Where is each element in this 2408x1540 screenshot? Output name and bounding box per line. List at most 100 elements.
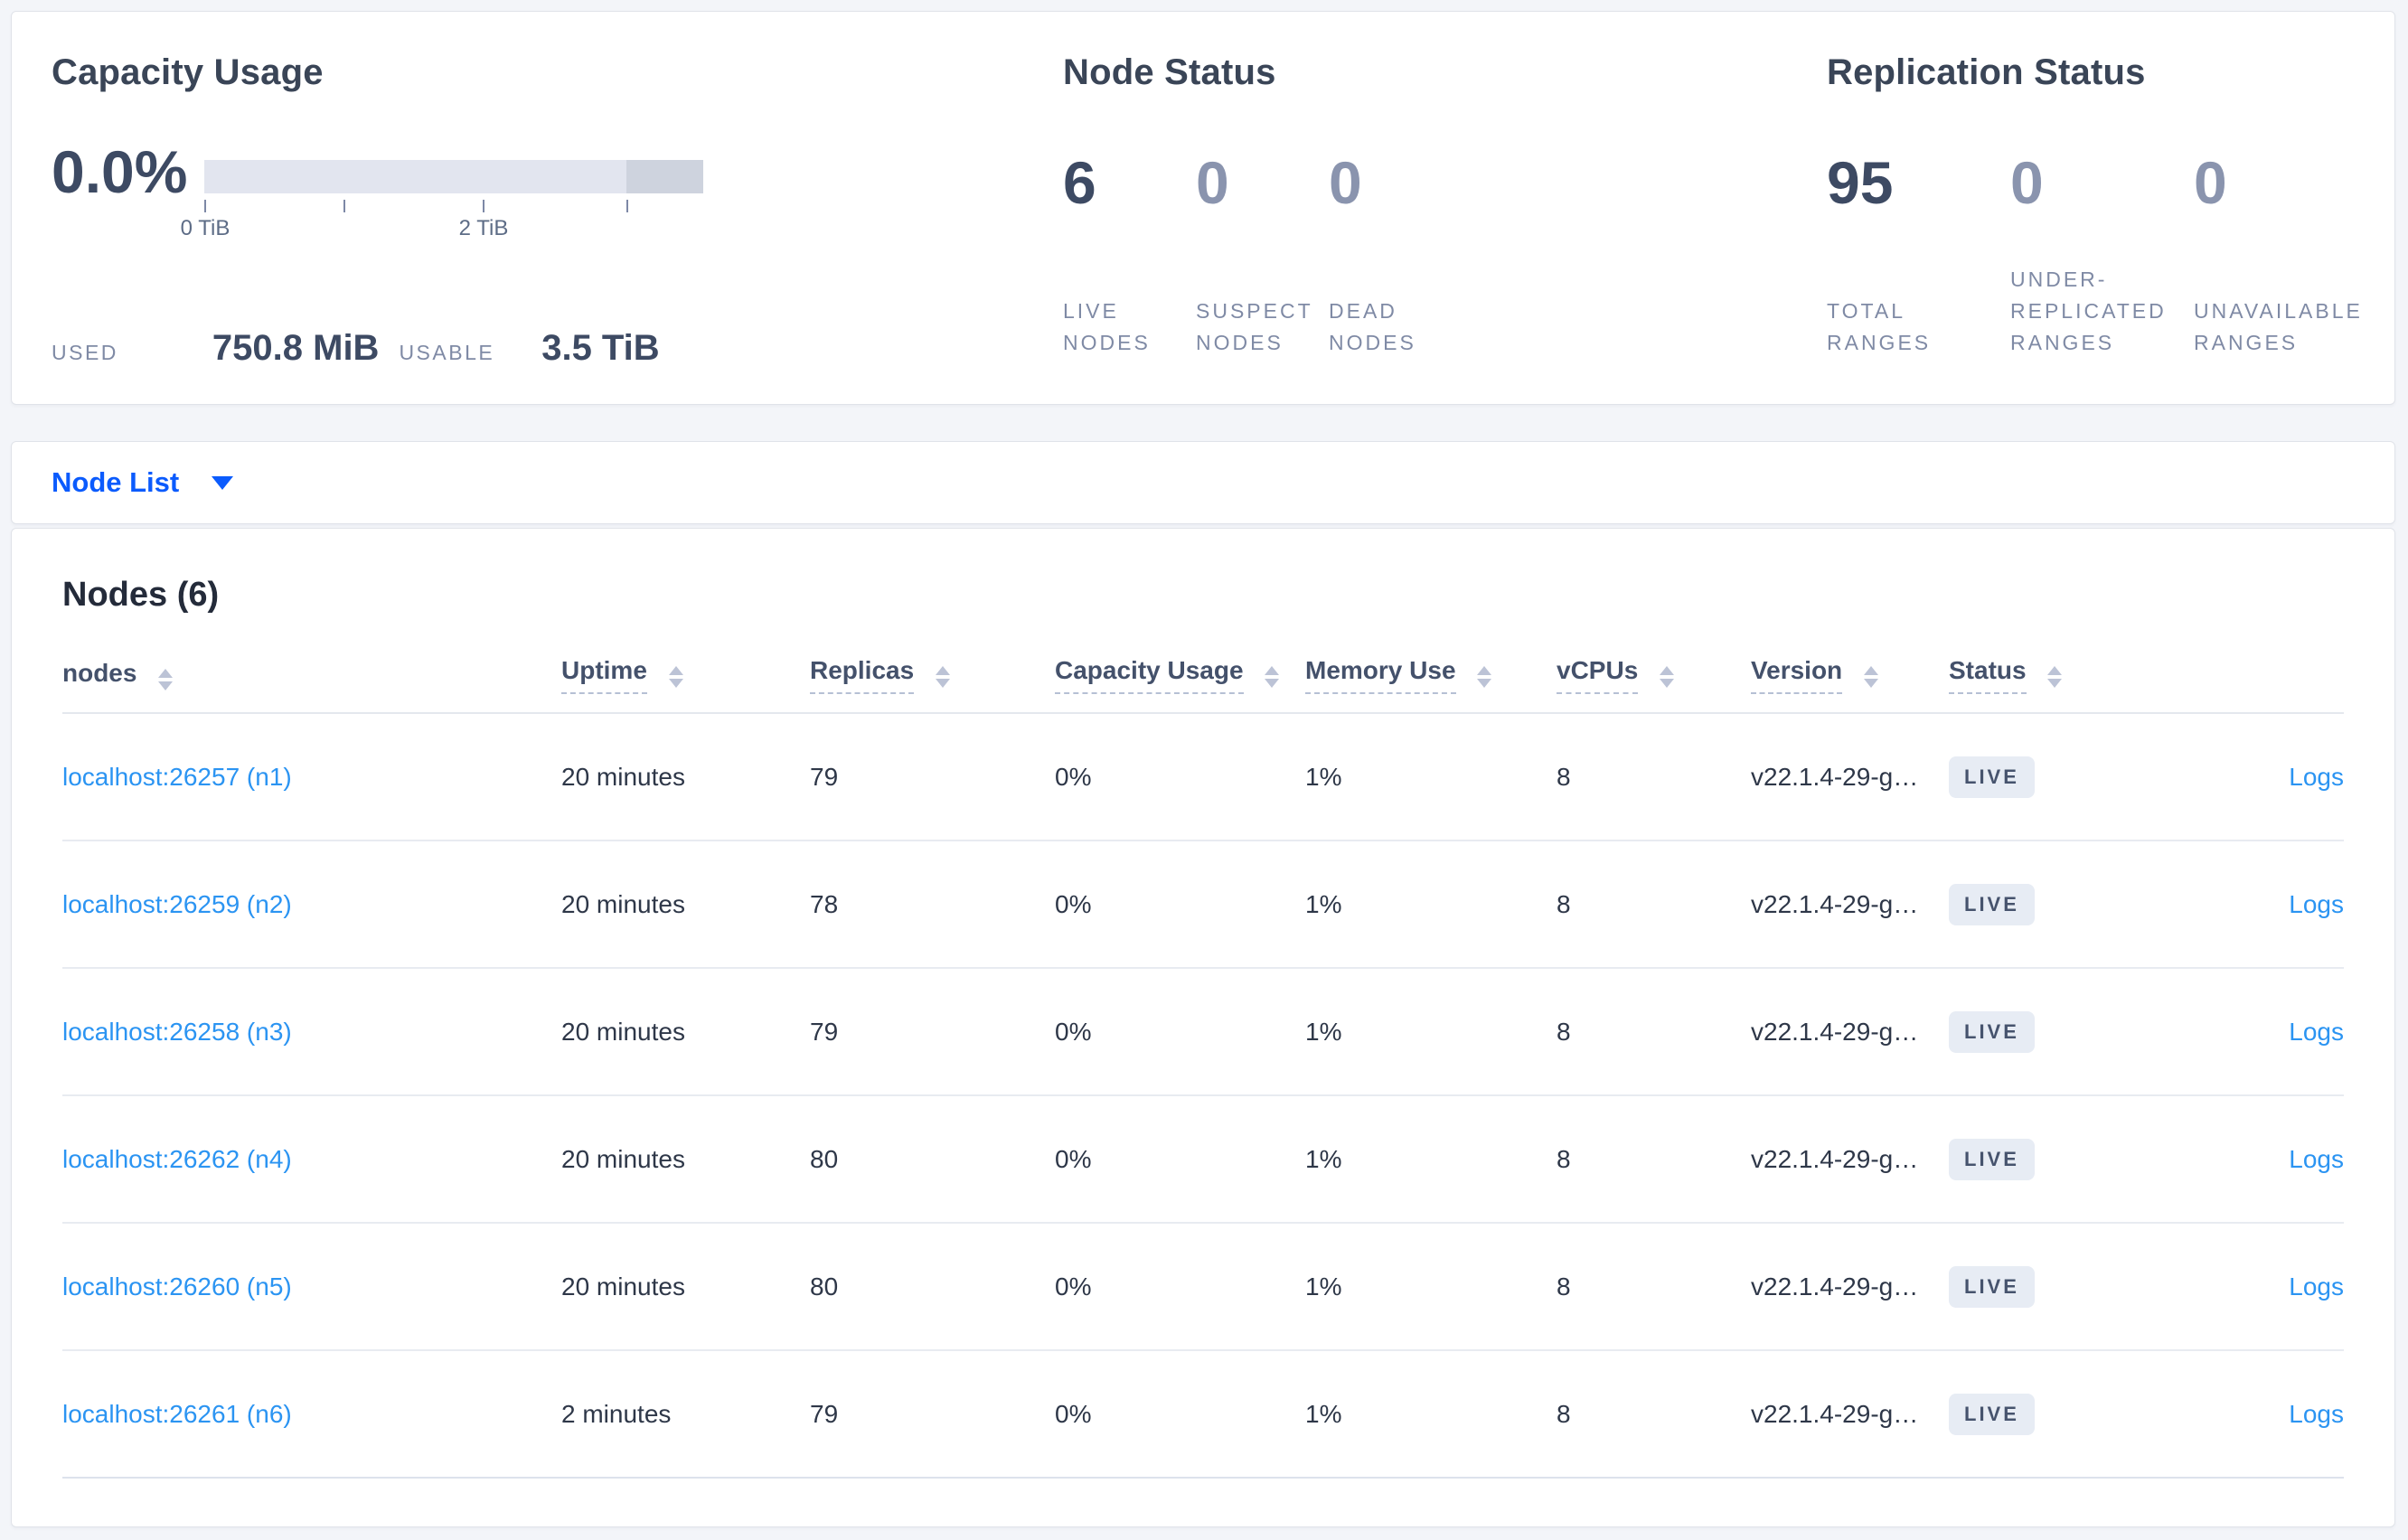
capacity-usage-cell: 0% xyxy=(1055,889,1092,918)
memory-use-cell: 1% xyxy=(1305,1017,1342,1046)
column-header-status[interactable]: Status xyxy=(1949,656,2184,694)
table-row: localhost:26261 (n6) 2 minutes 79 0% 1% … xyxy=(62,1351,2344,1479)
column-header-capacity-usage[interactable]: Capacity Usage xyxy=(1055,656,1305,694)
logs-link[interactable]: Logs xyxy=(2289,1144,2344,1173)
sort-icon xyxy=(2047,666,2063,688)
uptime-cell: 20 minutes xyxy=(561,1017,685,1046)
status-badge: LIVE xyxy=(1949,1138,2035,1180)
uptime-cell: 20 minutes xyxy=(561,889,685,918)
sort-icon xyxy=(668,666,683,688)
version-cell: v22.1.4-29-g… xyxy=(1751,1399,1919,1428)
node-address-link[interactable]: localhost:26261 (n6) xyxy=(62,1399,292,1428)
unavailable-ranges-count: 0 xyxy=(2194,149,2227,216)
uptime-cell: 20 minutes xyxy=(561,1144,685,1173)
column-header-memory-use[interactable]: Memory Use xyxy=(1305,656,1557,694)
replicas-cell: 79 xyxy=(810,1017,839,1046)
logs-link[interactable]: Logs xyxy=(2289,1017,2344,1046)
column-header-vcpus[interactable]: vCPUs xyxy=(1557,656,1751,694)
replicas-cell: 80 xyxy=(810,1144,839,1173)
used-label: USED xyxy=(52,341,118,364)
axis-tick xyxy=(343,200,345,212)
replicas-cell: 79 xyxy=(810,1399,839,1428)
memory-use-cell: 1% xyxy=(1305,1272,1342,1301)
memory-use-cell: 1% xyxy=(1305,762,1342,791)
axis-tick xyxy=(204,200,206,212)
node-status-labels: LIVE NODES SUSPECT NODES DEAD NODES xyxy=(1063,52,1462,359)
axis-tick xyxy=(626,200,628,212)
replication-values: 95 0 0 xyxy=(1827,153,2377,212)
capacity-bar-chart: 0 TiB 2 TiB xyxy=(181,160,703,250)
status-badge: LIVE xyxy=(1949,1010,2035,1053)
capacity-bar-dark-segment xyxy=(626,160,703,193)
node-address-link[interactable]: localhost:26258 (n3) xyxy=(62,1017,292,1046)
chevron-down-icon xyxy=(212,475,234,490)
under-replicated-ranges-count: 0 xyxy=(2010,149,2044,216)
usable-label: USABLE xyxy=(399,341,495,364)
column-header-uptime[interactable]: Uptime xyxy=(561,656,810,694)
node-address-link[interactable]: localhost:26259 (n2) xyxy=(62,889,292,918)
capacity-usage-cell: 0% xyxy=(1055,1017,1092,1046)
uptime-cell: 20 minutes xyxy=(561,762,685,791)
capacity-usage-cell: 0% xyxy=(1055,762,1092,791)
node-status-section: Node Status 6 0 0 LIVE NODES SUSPECT NOD… xyxy=(1063,52,1768,359)
replication-labels: TOTAL RANGES UNDER-REPLICATED RANGES UNA… xyxy=(1827,52,2377,359)
table-row: localhost:26259 (n2) 20 minutes 78 0% 1%… xyxy=(62,841,2344,969)
unavailable-ranges-label: UNAVAILABLE RANGES xyxy=(2194,299,2363,354)
capacity-usage-cell: 0% xyxy=(1055,1144,1092,1173)
logs-link[interactable]: Logs xyxy=(2289,762,2344,791)
table-row: localhost:26262 (n4) 20 minutes 80 0% 1%… xyxy=(62,1096,2344,1224)
vcpus-cell: 8 xyxy=(1557,1017,1571,1046)
axis-tick-label: 0 TiB xyxy=(180,216,230,240)
node-status-title: Node Status xyxy=(1063,52,1276,92)
memory-use-cell: 1% xyxy=(1305,1144,1342,1173)
version-cell: v22.1.4-29-g… xyxy=(1751,1017,1919,1046)
vcpus-cell: 8 xyxy=(1557,1399,1571,1428)
nodes-table-panel: Nodes (6) nodes Uptime Replicas Capacity… xyxy=(11,528,2395,1527)
column-header-replicas[interactable]: Replicas xyxy=(810,656,1055,694)
logs-link[interactable]: Logs xyxy=(2289,889,2344,918)
sort-icon xyxy=(1477,666,1492,688)
logs-link[interactable]: Logs xyxy=(2289,1399,2344,1428)
table-row: localhost:26260 (n5) 20 minutes 80 0% 1%… xyxy=(62,1224,2344,1351)
node-address-link[interactable]: localhost:26257 (n1) xyxy=(62,762,292,791)
live-nodes-count: 6 xyxy=(1063,149,1096,216)
status-badge: LIVE xyxy=(1949,756,2035,798)
replication-status-section: Replication Status 95 0 0 TOTAL RANGES U… xyxy=(1827,52,2387,359)
usable-value: 3.5 TiB xyxy=(541,328,660,368)
node-status-values: 6 0 0 xyxy=(1063,153,1462,212)
total-ranges-count: 95 xyxy=(1827,149,1894,216)
uptime-cell: 20 minutes xyxy=(561,1272,685,1301)
version-cell: v22.1.4-29-g… xyxy=(1751,889,1919,918)
vcpus-cell: 8 xyxy=(1557,1144,1571,1173)
memory-use-cell: 1% xyxy=(1305,1399,1342,1428)
capacity-usage-cell: 0% xyxy=(1055,1399,1092,1428)
node-address-link[interactable]: localhost:26260 (n5) xyxy=(62,1272,292,1301)
sort-icon xyxy=(1265,666,1280,688)
sort-icon xyxy=(158,669,174,690)
suspect-nodes-count: 0 xyxy=(1196,149,1229,216)
under-replicated-ranges-label: UNDER-REPLICATED RANGES xyxy=(2010,268,2167,354)
node-address-link[interactable]: localhost:26262 (n4) xyxy=(62,1144,292,1173)
node-list-dropdown[interactable]: Node List xyxy=(11,441,2395,524)
capacity-bar xyxy=(204,160,703,193)
live-nodes-label: LIVE NODES xyxy=(1063,299,1151,354)
column-header-version[interactable]: Version xyxy=(1751,656,1949,694)
vcpus-cell: 8 xyxy=(1557,1272,1571,1301)
total-ranges-label: TOTAL RANGES xyxy=(1827,299,1932,354)
logs-link[interactable]: Logs xyxy=(2289,1272,2344,1301)
capacity-usage-cell: 0% xyxy=(1055,1272,1092,1301)
nodes-table-title: Nodes (6) xyxy=(62,576,220,614)
uptime-cell: 2 minutes xyxy=(561,1399,672,1428)
dead-nodes-label: DEAD NODES xyxy=(1329,299,1416,354)
version-cell: v22.1.4-29-g… xyxy=(1751,1144,1919,1173)
status-badge: LIVE xyxy=(1949,883,2035,925)
table-row: localhost:26257 (n1) 20 minutes 79 0% 1%… xyxy=(62,714,2344,841)
cluster-summary-panel: Capacity Usage 0.0% 0 TiB 2 TiB USED 750… xyxy=(11,11,2395,405)
vcpus-cell: 8 xyxy=(1557,889,1571,918)
capacity-stats-row: USED 750.8 MiB USABLE 3.5 TiB xyxy=(52,328,660,369)
axis-tick xyxy=(483,200,484,212)
node-list-dropdown-label[interactable]: Node List xyxy=(52,466,180,498)
column-header-nodes[interactable]: nodes xyxy=(62,659,561,694)
table-row: localhost:26258 (n3) 20 minutes 79 0% 1%… xyxy=(62,969,2344,1096)
status-badge: LIVE xyxy=(1949,1393,2035,1435)
